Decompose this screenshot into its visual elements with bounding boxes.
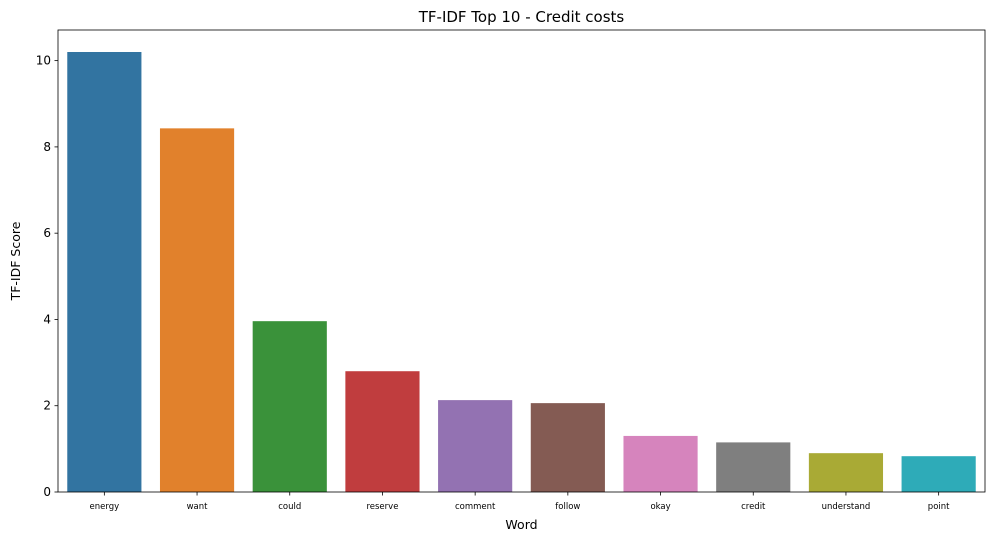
bar-could — [252, 321, 327, 492]
x-tick-label: comment — [455, 502, 496, 512]
y-axis-label: TF-IDF Score — [8, 221, 23, 301]
x-tick-label: want — [187, 502, 209, 512]
y-tick-label: 8 — [43, 140, 51, 154]
x-axis-label: Word — [505, 517, 537, 532]
x-tick-label: reserve — [366, 502, 398, 512]
x-tick-label: point — [928, 502, 950, 512]
bar-want — [159, 128, 235, 492]
x-tick-label: credit — [741, 502, 766, 512]
x-tick-label: understand — [822, 502, 871, 512]
x-tick-label: could — [278, 502, 301, 512]
y-axis-ticks: 0 2 4 6 8 10 — [36, 54, 58, 499]
bar-follow — [530, 403, 605, 492]
bar-energy — [67, 52, 142, 492]
x-tick-label: okay — [650, 502, 670, 512]
bar-okay — [623, 435, 698, 492]
bars-group — [67, 52, 976, 492]
bar-reserve — [345, 371, 420, 492]
chart-title: TF-IDF Top 10 - Credit costs — [418, 8, 625, 26]
y-tick-label: 4 — [43, 312, 51, 326]
y-tick-label: 0 — [43, 485, 51, 499]
bar-point — [901, 456, 976, 492]
y-tick-label: 10 — [36, 54, 51, 68]
bar-comment — [438, 400, 513, 492]
x-tick-label: follow — [555, 502, 580, 512]
y-tick-label: 6 — [43, 226, 51, 240]
bar-credit — [716, 442, 791, 492]
x-axis-ticks: energy want could reserve comment follow okay c… — [90, 492, 950, 512]
x-tick-label: energy — [90, 502, 120, 512]
y-tick-label: 2 — [43, 399, 51, 413]
plot-frame — [57, 29, 986, 493]
bar-understand — [808, 453, 884, 492]
